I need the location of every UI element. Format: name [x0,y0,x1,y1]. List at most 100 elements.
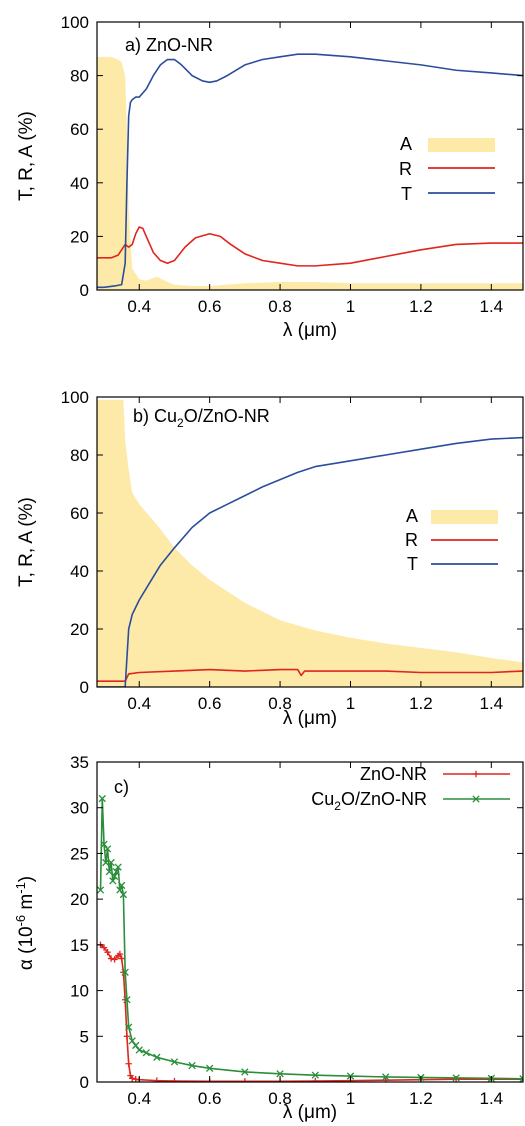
panel-c-series-zno-nr-point [153,1077,161,1082]
panel-a-x-tick-label: 0.8 [268,297,292,316]
panel-c-series-cu2o-zno-nr-point [109,877,117,885]
panel-c-series-cu2o-zno-nr-point [103,845,112,853]
panel-c-series-cu2o-zno-nr-point [107,858,115,867]
panel-b-chart: 0.4 0.6 0.8 1 1.2 1.4 0 20 40 60 80 100 b) Cu2O/ZnO… [16,388,524,729]
panel-c-series-cu2o-zno-nr-point [112,868,121,876]
panel-a-y-tick-label: 20 [70,227,89,246]
panel-b-plot-frame [96,396,524,688]
panel-b-x-tick-label: 1 [346,694,355,713]
panel-a-x-tick-label: 1.2 [409,297,433,316]
panel-c-series-cu2o-zno-nr-point [276,1070,284,1078]
panel-c-series-zno-nr-point [312,1077,319,1082]
panel-c-ylabel-sup2: -1 [13,882,28,894]
panel-a-series-a-area [97,56,523,290]
panel-b-series-t-line [97,436,523,687]
panel-c-series-zno-nr-point [129,1075,136,1082]
panel-a-y-axis-label: T, R, A (%) [16,111,37,201]
panel-b-label-sub: 2 [177,416,184,430]
panel-c-legend-label-zno: ZnO-NR [360,764,427,784]
panel-b-y-tick-label: 60 [70,504,89,523]
panel-b-y-axis-label: T, R, A (%) [16,497,37,587]
panel-c-series-zno-nr-point [100,944,108,951]
panel-c-series-cu2o-zno-nr-point [170,1058,179,1066]
panel-c-series-cu2o-zno-nr-point [153,1053,161,1061]
panel-c-series-cu2o-zno-nr-point [311,1071,319,1079]
panel-c-x-tick-label: 1.4 [479,1089,503,1108]
panel-c-legend-label-cu2o: Cu2O/ZnO-NR [311,789,427,813]
panel-b-x-axis-label: λ (μm) [283,708,337,729]
panel-a-legend-label-a: A [400,134,412,154]
panel-c-series-cu2o-zno-nr-line [99,797,523,1080]
panel-c-series-cu2o-zno-nr-point [97,886,105,894]
panel-c-x-tick-label: 1 [346,1089,355,1108]
panel-c-series-cu2o-zno-nr-point [98,794,106,803]
panel-b-x-tick-label: 1.2 [409,694,433,713]
panel-c-x-axis-label: λ (μm) [283,1102,337,1123]
panel-c-y-tick-label: 10 [70,982,89,1001]
panel-c-series-zno-nr-point [107,955,115,962]
panel-b-label-post: O/ZnO-NR [184,406,270,426]
panel-c-series-zno-nr-point [123,1033,131,1040]
panel-b-x-tick-label: 1.4 [479,694,503,713]
panel-b-x-tick-label: 0.4 [127,694,151,713]
panel-c-y-axis-label: α (10-6 m-1) [13,876,37,970]
panel-c-label: c) [114,777,129,797]
panel-c-series-cu2o-zno-nr-point [100,840,108,848]
panel-c-ylabel-sup1: -6 [13,915,28,927]
panel-b-y-tick-label: 20 [70,620,89,639]
panel-c-ylabel-mid: m [16,894,37,915]
panel-c-series-cu2o-zno-nr-point [117,881,126,890]
panel-c-series-zno-nr-point [118,955,125,962]
panel-c-y-tick-label: 5 [80,1027,89,1046]
panel-b-label: b) Cu2O/ZnO-NR [133,406,270,430]
panel-c-series-cu2o-zno-nr-point [116,886,124,894]
panel-c-series-cu2o-zno-nr-point [142,1049,150,1057]
panel-a-x-tick-label: 1.4 [479,297,503,316]
panel-c-y-tick-label: 0 [80,1073,89,1092]
panel-b-x-tick-label: 0.6 [198,694,222,713]
panel-a-legend-label-r: R [399,159,412,179]
panel-c-series-cu2o-zno-nr-point [121,968,129,976]
panel-c-legend-cu2o-pre: Cu [311,789,334,809]
panel-a-plot-frame [96,21,524,291]
panel-b-y-tick-label: 80 [70,446,89,465]
panel-c-y-tick-label: 30 [70,799,89,818]
panel-c-y-tick-label: 25 [70,844,89,863]
panel-c-y-tick-label: 20 [70,890,89,909]
panel-c-series-zno-nr-point [111,956,118,963]
panel-b-y-tick-label: 40 [70,562,89,581]
panel-b-legend-label-r: R [405,530,418,550]
panel-b-y-tick-label: 100 [61,388,89,407]
panel-c-series-cu2o-zno-nr-point [114,863,122,871]
panel-c-series-cu2o-zno-nr-point [132,1041,140,1050]
panel-c-series-cu2o-zno-nr-point [519,1075,523,1082]
panel-c-series-cu2o-zno-nr-point [452,1074,460,1082]
panel-c-legend-cu2o-sub: 2 [334,799,341,813]
panel-c-series-cu2o-zno-nr-point [382,1073,390,1081]
panel-c-series-zno-nr-point [125,1060,132,1067]
panel-a-label: a) ZnO-NR [125,35,213,55]
panel-c-series-cu2o-zno-nr-point [135,1046,143,1054]
panel-c-series-zno-nr-point [171,1077,178,1082]
panel-a-x-tick-label: 0.6 [198,297,222,316]
panel-c-series-cu2o-zno-nr-point [102,858,110,867]
panel-c-legend-marker-0 [472,770,480,778]
panel-b-legend-label-t: T [407,554,418,574]
panel-c-series-zno-nr-point [104,948,111,956]
panel-c-legend: ZnO-NR Cu2O/ZnO-NR [311,764,510,813]
panel-a-x-axis-label: λ (μm) [283,320,337,341]
panel-c-series-zno-nr-point [241,1078,249,1082]
panel-a-legend-swatch-a [428,138,495,152]
panel-b-x-tick-label: 0.8 [268,694,292,713]
panel-a-x-tick-label: 0.4 [127,297,151,316]
panel-c-series-cu2o-zno-nr-point [123,996,131,1004]
panel-a-chart: 0.4 0.6 0.8 1 1.2 1.4 0 20 40 60 80 100 a) ZnO-NR T… [16,13,524,341]
panel-b-legend-swatch-a [431,510,498,524]
panel-a-y-tick-label: 60 [70,120,89,139]
panel-c-series-cu2o-zno-nr-point [206,1064,214,1072]
panel-c-ylabel-post: ) [16,876,37,882]
panel-b-label-pre: b) Cu [133,406,177,426]
panel-b-series-a-area [97,399,523,687]
panel-c-ylabel-pre: α (10 [16,926,37,970]
